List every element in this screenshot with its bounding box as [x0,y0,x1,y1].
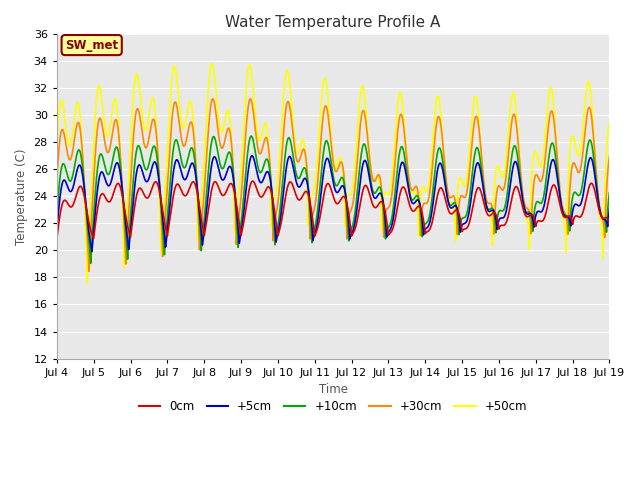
Y-axis label: Temperature (C): Temperature (C) [15,148,28,244]
X-axis label: Time: Time [319,383,348,396]
Text: SW_met: SW_met [65,38,118,51]
Legend: 0cm, +5cm, +10cm, +30cm, +50cm: 0cm, +5cm, +10cm, +30cm, +50cm [134,395,532,418]
Title: Water Temperature Profile A: Water Temperature Profile A [225,15,441,30]
